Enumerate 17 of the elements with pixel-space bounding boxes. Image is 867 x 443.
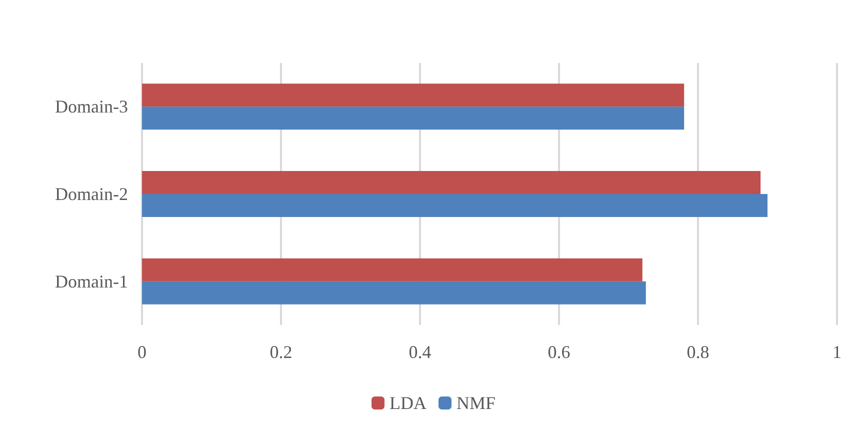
y-tick-label: Domain-1	[55, 271, 128, 292]
x-tick-label: 0.6	[548, 342, 570, 362]
x-tick-label: 0.2	[270, 342, 292, 362]
bar	[142, 106, 684, 130]
bar	[142, 171, 761, 194]
y-tick-label: Domain-2	[55, 184, 128, 204]
bar	[142, 84, 684, 107]
legend-label: NMF	[456, 393, 496, 413]
y-tick-label: Domain-3	[55, 96, 128, 117]
bar	[142, 281, 646, 304]
bar	[142, 258, 642, 282]
x-tick-label: 0.4	[408, 342, 432, 362]
legend-label: LDA	[389, 393, 426, 413]
bar	[142, 194, 768, 217]
x-tick-label: 0.8	[686, 342, 710, 362]
x-tick-label: 0	[138, 342, 146, 362]
x-tick-label: 1	[832, 342, 842, 362]
